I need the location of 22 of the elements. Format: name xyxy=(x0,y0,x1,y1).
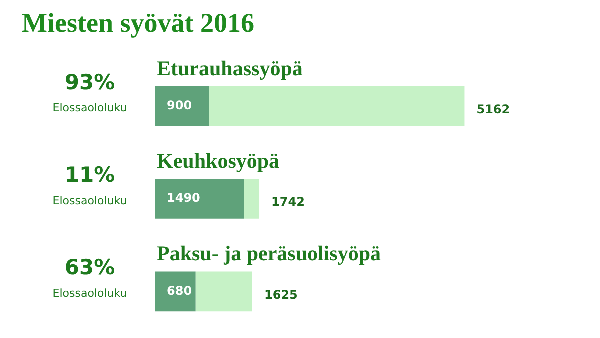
text: Elossaololuku xyxy=(52,102,128,115)
bar xyxy=(209,86,465,126)
total-label: 1625 xyxy=(264,288,298,302)
y-tick-label: Keuhkosyöpä xyxy=(157,149,280,173)
y-tick-label: Paksu- ja peräsuolisyöpä xyxy=(157,242,382,266)
bar xyxy=(155,179,244,219)
y-tick-label: Eturauhassyöpä xyxy=(157,56,304,80)
text: Elossaololuku xyxy=(52,287,128,300)
text: Elossaololuku xyxy=(52,194,128,208)
total-label: 5162 xyxy=(476,102,510,116)
bar xyxy=(155,86,209,126)
chart-title: Miesten syövät 2016 xyxy=(22,8,254,39)
bar xyxy=(196,272,252,312)
text: 63% xyxy=(64,256,116,280)
data-label: 900 xyxy=(167,98,192,112)
total-label: 1742 xyxy=(272,195,305,210)
text: 11% xyxy=(64,162,116,187)
bar xyxy=(155,272,196,312)
data-label: 1490 xyxy=(167,191,200,206)
data-label: 680 xyxy=(167,284,192,298)
text: 93% xyxy=(64,70,116,94)
bar xyxy=(244,179,260,219)
